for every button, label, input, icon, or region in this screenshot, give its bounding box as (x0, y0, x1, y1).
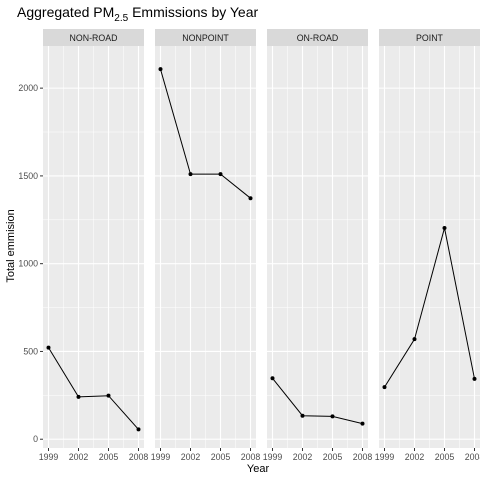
x-tick-label: 1999 (263, 452, 283, 462)
facet-strip (155, 29, 256, 46)
y-axis: 0 500 1000 1500 2000 (18, 83, 43, 444)
series-line (48, 347, 139, 430)
facet-nonpoint: NONPOINT 1999 2002 2005 2008 (151, 29, 261, 462)
data-point (218, 172, 223, 177)
chart-title-prefix: Aggregated PM (17, 4, 114, 20)
chart-title: Aggregated PM2.5 Emmissions by Year (17, 4, 258, 24)
x-tick-label: 2005 (323, 452, 343, 462)
data-point (472, 376, 477, 381)
data-point (382, 385, 387, 390)
data-point (270, 376, 275, 381)
facet-on-road: ON-ROAD 1999 2002 2005 2008 (263, 29, 373, 462)
x-tick-label: 2008 (465, 452, 480, 462)
data-point (300, 413, 305, 418)
data-point (136, 427, 141, 432)
facet-strip (379, 29, 480, 46)
x-tick-label: 1999 (39, 452, 59, 462)
x-tick-label: 2008 (129, 452, 149, 462)
x-tick-label: 2008 (241, 452, 261, 462)
data-point (412, 337, 417, 342)
y-tick-label: 500 (23, 346, 38, 356)
data-point (46, 345, 51, 350)
x-axis-title: Year (247, 463, 270, 475)
data-point (360, 421, 365, 426)
series-line (272, 377, 363, 425)
facet-panels: NON-ROAD 1999 2002 2005 2008 NONPOINT 1999 2002… (39, 29, 480, 462)
facet-label: ON-ROAD (297, 33, 339, 43)
y-axis-title: Total emmision (5, 209, 17, 282)
data-point (106, 393, 111, 398)
x-tick-label: 1999 (151, 452, 171, 462)
data-point (330, 414, 335, 419)
facet-label: NONPOINT (182, 33, 229, 43)
y-tick-label: 1000 (18, 259, 38, 269)
facet-label: NON-ROAD (70, 33, 118, 43)
y-tick-label: 1500 (18, 171, 38, 181)
x-tick-label: 2005 (435, 452, 455, 462)
chart-title-subscript: 2.5 (114, 13, 128, 24)
data-point (76, 394, 81, 399)
series-line (384, 227, 475, 388)
y-tick-label: 0 (33, 434, 38, 444)
x-tick-label: 2002 (293, 452, 313, 462)
chart-title-suffix: Emmissions by Year (128, 4, 258, 20)
facet-strip (43, 29, 144, 46)
data-point (158, 67, 163, 72)
data-point (248, 196, 253, 201)
facet-non-road: NON-ROAD 1999 2002 2005 2008 (39, 29, 149, 462)
data-point (188, 172, 193, 177)
x-tick-label: 2008 (353, 452, 373, 462)
x-tick-label: 2005 (99, 452, 119, 462)
series-line (160, 69, 251, 199)
facet-strip (267, 29, 368, 46)
facet-label: POINT (416, 33, 444, 43)
x-tick-label: 2002 (69, 452, 89, 462)
x-tick-label: 1999 (375, 452, 395, 462)
facet-point: POINT 1999 2002 2005 2008 (375, 29, 480, 462)
x-tick-label: 2002 (181, 452, 201, 462)
x-tick-label: 2002 (405, 452, 425, 462)
data-point (442, 226, 447, 231)
y-tick-label: 2000 (18, 83, 38, 93)
x-tick-label: 2005 (211, 452, 231, 462)
